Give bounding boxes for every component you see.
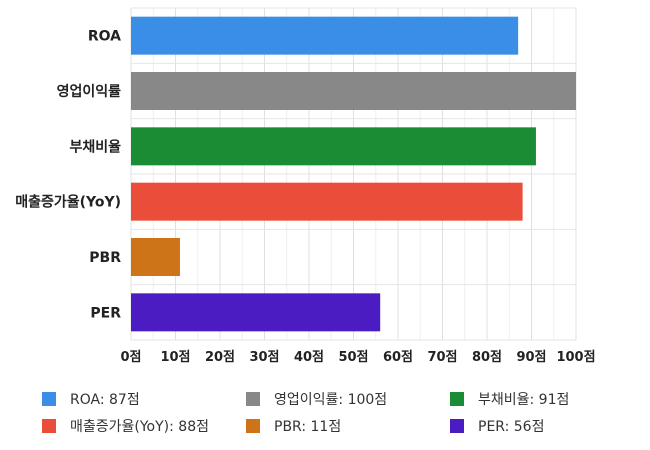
x-tick-label: 40점 [294, 350, 324, 365]
x-tick-label: 60점 [383, 350, 413, 365]
x-tick-label: 50점 [338, 350, 368, 365]
legend-swatch [42, 419, 56, 433]
legend-item-roa[interactable]: ROA: 87점 [42, 388, 140, 410]
legend-swatch [246, 392, 260, 406]
category-label: 부채비율 [69, 138, 121, 155]
legend-label: PBR: 11점 [274, 419, 342, 435]
x-tick-label: 80점 [472, 350, 502, 365]
legend-label: 영업이익률: 100점 [274, 392, 388, 408]
legend-swatch [42, 392, 56, 406]
category-label: 매출증가율(YoY) [15, 194, 121, 211]
legend-item-operating-margin[interactable]: 영업이익률: 100점 [246, 388, 387, 410]
legend-item-debt-ratio[interactable]: 부채비율: 91점 [450, 388, 569, 410]
x-tick-label: 0점 [120, 350, 141, 365]
x-tick-label: 20점 [205, 350, 235, 365]
legend-swatch [450, 392, 464, 406]
bar-5 [131, 293, 381, 332]
legend-label: 매출증가율(YoY): 88점 [70, 419, 209, 435]
x-tick-label: 90점 [516, 350, 546, 365]
x-tick-label: 70점 [427, 350, 457, 365]
legend-swatch [450, 419, 464, 433]
legend-label: ROA: 87점 [70, 392, 140, 408]
legend-item-per[interactable]: PER: 56점 [450, 415, 544, 437]
bar-2 [131, 127, 536, 166]
legend-swatch [246, 419, 260, 433]
bar-4 [131, 238, 180, 276]
legend-item-pbr[interactable]: PBR: 11점 [246, 415, 341, 437]
chart-legend: ROA: 87점 영업이익률: 100점 부채비율: 91점 매출증가율(YoY… [0, 385, 650, 445]
category-label: 영업이익률 [57, 83, 122, 100]
category-label: PER [90, 305, 121, 321]
x-tick-label: 100점 [556, 350, 595, 365]
legend-label: 부채비율: 91점 [478, 392, 570, 408]
category-label: ROA [88, 29, 121, 45]
legend-label: PER: 56점 [478, 419, 545, 435]
x-tick-label: 10점 [160, 350, 190, 365]
category-label: PBR [89, 250, 121, 266]
bar-3 [131, 182, 523, 221]
bar-0 [131, 16, 519, 55]
x-tick-label: 30점 [249, 350, 279, 365]
bar-1 [131, 72, 576, 110]
legend-item-sales-growth[interactable]: 매출증가율(YoY): 88점 [42, 415, 209, 437]
